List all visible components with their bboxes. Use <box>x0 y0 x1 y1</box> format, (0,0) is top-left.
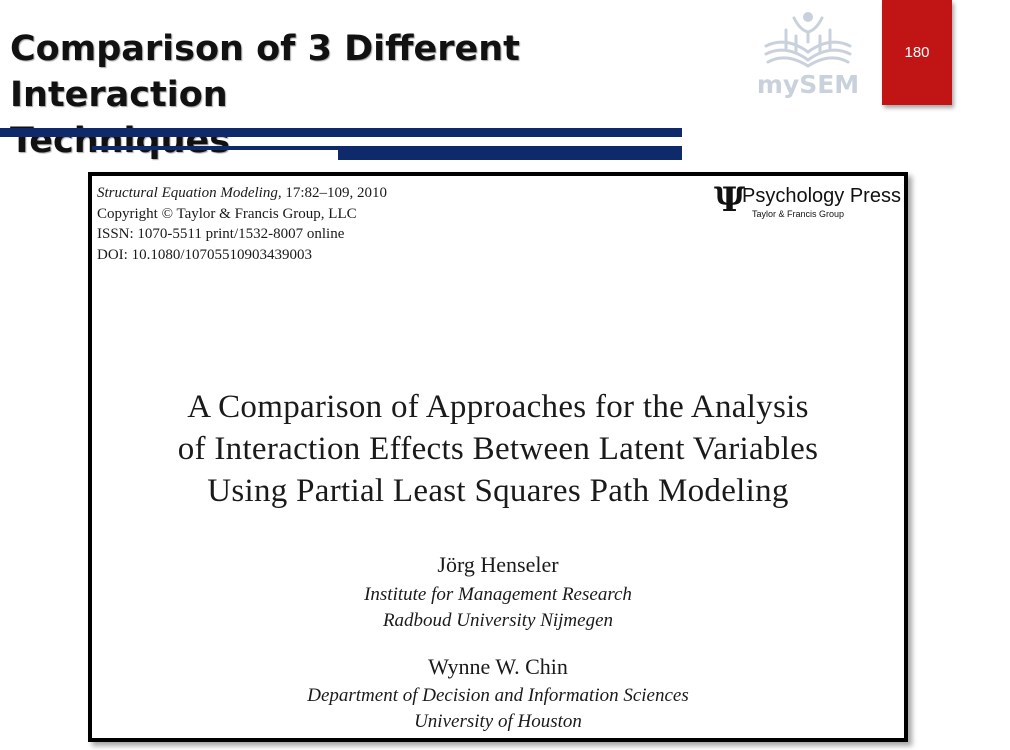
slide-title: Comparison of 3 Different Interaction Te… <box>10 26 740 164</box>
open-book-icon <box>764 12 852 68</box>
journal-details: , 17:82–109, 2010 <box>277 185 387 201</box>
paper-title-line-1: A Comparison of Approaches for the Analy… <box>187 389 809 425</box>
mysem-logo: mySEM <box>756 8 860 100</box>
publisher-group: Taylor & Francis Group <box>752 209 845 219</box>
paper-title-line-3: Using Partial Least Squares Path Modelin… <box>207 473 789 509</box>
journal-citation: Structural Equation Modeling, 17:82–109,… <box>97 183 387 204</box>
slide-title-line-1: Comparison of 3 Different Interaction <box>10 29 520 115</box>
page-number: 180 <box>904 44 930 61</box>
author-2-affiliation-line-2: University of Houston <box>414 711 582 732</box>
doi-line: DOI: 10.1080/10705510903439003 <box>97 246 312 263</box>
paper-metadata: Structural Equation Modeling, 17:82–109,… <box>97 183 387 265</box>
author-2-affiliation-line-1: Department of Decision and Information S… <box>307 685 689 706</box>
page-number-box: 180 <box>882 0 952 105</box>
author-1-affiliation-line-2: Radboud University Nijmegen <box>382 610 614 631</box>
publisher-name: Psychology Press <box>742 185 901 207</box>
psi-icon: Ψ <box>714 180 746 220</box>
logo-text: mySEM <box>756 70 860 99</box>
slide-title-line-2: Techniques <box>10 121 231 161</box>
paper-title-line-2: of Interaction Effects Between Latent Va… <box>177 431 819 467</box>
journal-name: Structural Equation Modeling <box>97 185 278 201</box>
paper-title: A Comparison of Approaches for the Analy… <box>92 386 904 512</box>
author-1-affiliation-line-1: Institute for Management Research <box>364 584 632 605</box>
issn-line: ISSN: 1070-5511 print/1532-8007 online <box>97 226 345 242</box>
author-name-1: Jörg Henseler <box>437 552 559 577</box>
header-rule-top <box>0 128 682 137</box>
header-rule-thick <box>338 146 682 160</box>
author-name-2: Wynne W. Chin <box>428 654 568 679</box>
header-rule-thin <box>92 146 338 150</box>
paper-excerpt: Structural Equation Modeling, 17:82–109,… <box>88 172 908 742</box>
publisher-logo: Ψ Psychology Press Taylor & Francis Grou… <box>714 180 904 224</box>
copyright-line: Copyright © Taylor & Francis Group, LLC <box>97 205 357 222</box>
